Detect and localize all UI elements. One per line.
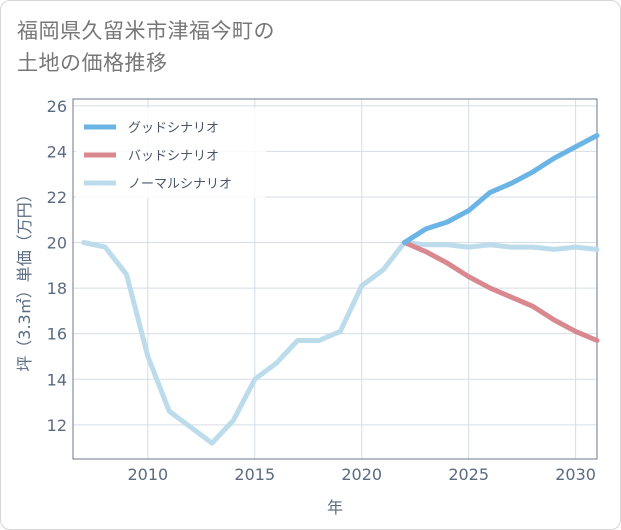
y-tick-label: 18: [47, 279, 67, 298]
x-tick-label: 2015: [234, 465, 275, 484]
x-tick-label: 2010: [127, 465, 168, 484]
x-tick-label: 2030: [555, 465, 596, 484]
y-tick-label: 22: [47, 188, 67, 207]
y-tick-label: 24: [47, 142, 67, 161]
plot-area-border: [72, 98, 598, 460]
y-tick-label: 12: [47, 416, 67, 435]
chart-title-line-2: 土地の価格推移: [17, 51, 168, 75]
legend-label: ノーマルシナリオ: [128, 177, 232, 192]
chart-title-line-1: 福岡県久留米市津福今町の: [17, 19, 275, 43]
y-tick-label: 14: [47, 370, 67, 389]
chart-title: 福岡県久留米市津福今町の 土地の価格推移: [17, 15, 607, 79]
legend-label: グッドシナリオ: [128, 121, 219, 136]
y-tick-label: 16: [47, 325, 67, 344]
x-tick-label: 2020: [341, 465, 382, 484]
series-line-2: [81, 240, 600, 446]
x-axis-label: 年: [327, 498, 343, 517]
y-axis-label: 坪（3.3㎡）単価（万円）: [15, 186, 34, 371]
series-lines: [81, 133, 600, 446]
y-tick-label: 26: [47, 97, 67, 116]
legend-label: バッドシナリオ: [128, 149, 219, 164]
y-tick-label: 20: [47, 234, 67, 253]
series-line-1: [402, 240, 600, 343]
tick-labels: 2010 2015 2020 2025 2030 12 14 16 18 20 22 24 26: [47, 97, 596, 484]
series-line-0: [402, 133, 600, 245]
x-tick-label: 2025: [448, 465, 489, 484]
